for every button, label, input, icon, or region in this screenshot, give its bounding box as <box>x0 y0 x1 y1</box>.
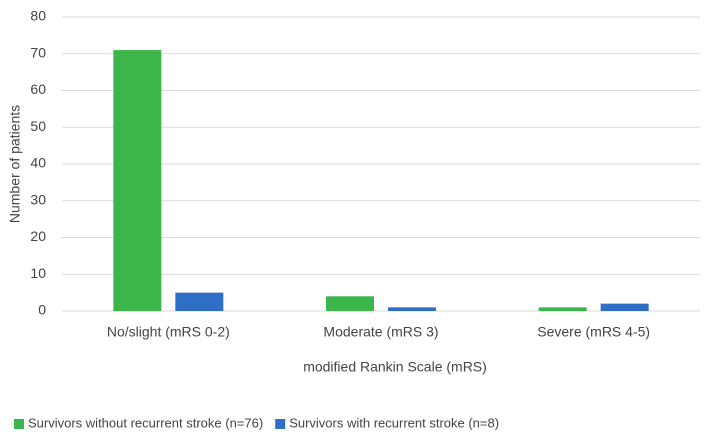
y-tick-label: 70 <box>30 44 46 60</box>
bar <box>113 50 162 311</box>
y-tick-label: 60 <box>30 81 46 97</box>
legend-swatch <box>275 419 286 429</box>
legend-label: Survivors without recurrent stroke (n=76… <box>28 415 263 430</box>
bar <box>175 292 224 311</box>
y-tick-label: 30 <box>30 191 46 207</box>
bar <box>388 307 436 311</box>
bar <box>538 307 587 311</box>
legend-label: Survivors with recurrent stroke (n=8) <box>289 415 499 430</box>
legend-swatch <box>14 419 24 429</box>
y-axis-title: Number of patients <box>7 105 23 223</box>
y-tick-label: 50 <box>30 118 46 134</box>
x-tick-label: Moderate (mRS 3) <box>323 324 438 340</box>
bar <box>326 296 374 311</box>
y-tick-label: 20 <box>30 228 46 244</box>
x-tick-label: Severe (mRS 4-5) <box>537 324 650 340</box>
y-tick-label: 40 <box>30 155 46 171</box>
x-tick-label: No/slight (mRS 0-2) <box>107 324 230 340</box>
x-axis-title: modified Rankin Scale (mRS) <box>303 359 487 375</box>
y-tick-label: 80 <box>30 8 46 24</box>
y-tick-label: 10 <box>30 265 46 281</box>
y-tick-label: 0 <box>38 302 46 318</box>
bar <box>600 303 649 311</box>
